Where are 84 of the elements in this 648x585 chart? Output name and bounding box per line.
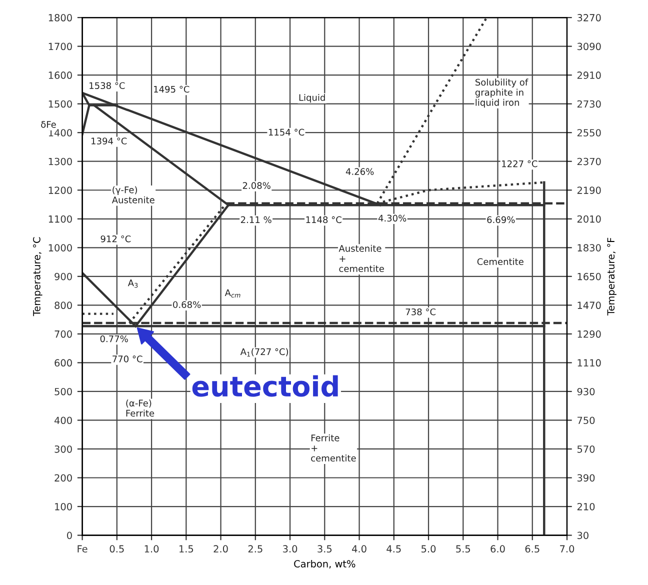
y-tick-label: 400	[54, 416, 72, 424]
y-tick-label: 1000	[48, 244, 72, 252]
y2-tick-label: 2730	[577, 100, 601, 108]
y-tick-label: 700	[54, 330, 72, 338]
annotation: eutectoid	[192, 375, 338, 397]
y-tick-label: 900	[54, 272, 72, 280]
annotation: 1538 °C	[90, 82, 125, 90]
y2-tick-label: 1830	[578, 244, 601, 252]
y2-axis-title: Temperature, °F	[607, 238, 616, 316]
annotation: 2.08%	[242, 182, 270, 189]
y-tick-label: 800	[54, 302, 72, 310]
x-tick-label: 3.0	[283, 545, 298, 553]
x-tick-label: 7.0	[560, 545, 574, 553]
annotation: Ferrite + cementite	[311, 434, 356, 462]
annotation: 770 °C	[112, 356, 142, 362]
x-tick-label: 2.5	[248, 545, 262, 553]
y2-tick-label: 390	[577, 474, 595, 482]
text: δFe	[41, 121, 56, 128]
y-tick-label: 1400	[48, 129, 72, 136]
y2-tick-label: 2550	[577, 129, 601, 136]
annotation: 4.26%	[346, 168, 374, 175]
x-tick-label: 2.0	[214, 545, 228, 553]
x-tick-label: 6.5	[525, 545, 540, 553]
annotation: Cementite	[477, 258, 524, 266]
y-tick-label: 200	[54, 474, 72, 482]
x-tick-label: 0.5	[110, 545, 124, 553]
x-tick-label: 1.0	[144, 545, 159, 553]
y2-tick-label: 1110	[578, 359, 601, 367]
y2-tick-label: 3270	[577, 14, 601, 22]
annotation: 2.11 %	[240, 216, 272, 224]
y2-tick-label: 750	[578, 416, 595, 424]
y-tick-label: 100	[55, 502, 72, 510]
annotation: 1495 °C	[154, 86, 190, 93]
y2-tick-label: 1290	[578, 330, 601, 338]
annotation: A$_{3}$	[128, 280, 138, 288]
y-tick-label: 0	[67, 532, 72, 540]
y2-tick-label: 2190	[577, 186, 601, 194]
y-tick-label: 1800	[48, 14, 72, 22]
x-tick-label: 3.5	[318, 545, 332, 553]
y-tick-label: 1700	[48, 42, 72, 50]
y-tick-label: 1600	[48, 72, 72, 79]
annotation: 912 °C	[100, 235, 131, 242]
x-tick-label: 1.5	[180, 545, 194, 553]
annotation: 1154 °C	[268, 128, 304, 136]
annotation: A$_{1}$(727 °C)	[240, 348, 288, 356]
y-tick-label: 1300	[48, 158, 72, 166]
annotation: Solubility of graphite in liquid iron	[475, 78, 528, 108]
y-tick-label: 500	[54, 388, 72, 396]
y-tick-label: 1200	[48, 186, 72, 194]
annotation: Austenite + cementite	[338, 244, 384, 272]
y2-tick-label: 2910	[577, 72, 601, 79]
annotation: (γ-Fe) Austenite	[112, 186, 154, 204]
annotation: 1148 °C	[306, 216, 342, 224]
y2-tick-label: 3090	[577, 42, 601, 50]
x-tick-label: 5.5	[456, 545, 470, 553]
x-tick-label: 5.0	[422, 545, 436, 553]
y2-tick-label: 1470	[578, 302, 601, 310]
y2-tick-label: 30	[577, 532, 588, 540]
y-tick-label: 1500	[48, 100, 72, 108]
annotation: Liquid	[299, 94, 325, 103]
x-tick-label: 4.5	[386, 545, 401, 553]
y-tick-label: 300	[54, 445, 72, 453]
x-axis-title: Carbon, wt%	[294, 560, 356, 568]
annotation: 0.68%	[173, 301, 201, 308]
annotation: (α-Fe) Ferrite	[126, 400, 154, 417]
y2-tick-label: 1650	[578, 272, 601, 280]
y2-tick-label: 2370	[577, 158, 601, 166]
y-tick-label: 1100	[48, 215, 72, 223]
y-axis-title: Temperature, °C	[33, 237, 42, 316]
annotation: 1394 °C	[92, 138, 127, 144]
annotation: 4.30%	[378, 214, 406, 222]
y2-tick-label: 930	[577, 388, 595, 396]
y-tick-label: 600	[54, 359, 72, 367]
y2-tick-label: 210	[577, 502, 595, 510]
annotation: 1227 °C	[502, 160, 538, 168]
x-tick-label: Fe	[78, 545, 88, 553]
x-tick-label: 4.0	[352, 545, 366, 553]
annotation: 0.77%	[100, 335, 128, 342]
annotation: 6.69%	[487, 216, 515, 224]
annotation: 738 °C	[406, 308, 436, 316]
y2-tick-label: 2010	[577, 215, 601, 223]
x-tick-label: 6.0	[490, 545, 505, 553]
y2-tick-label: 570	[577, 445, 595, 453]
annotation: A$_{cm}$	[224, 289, 240, 298]
